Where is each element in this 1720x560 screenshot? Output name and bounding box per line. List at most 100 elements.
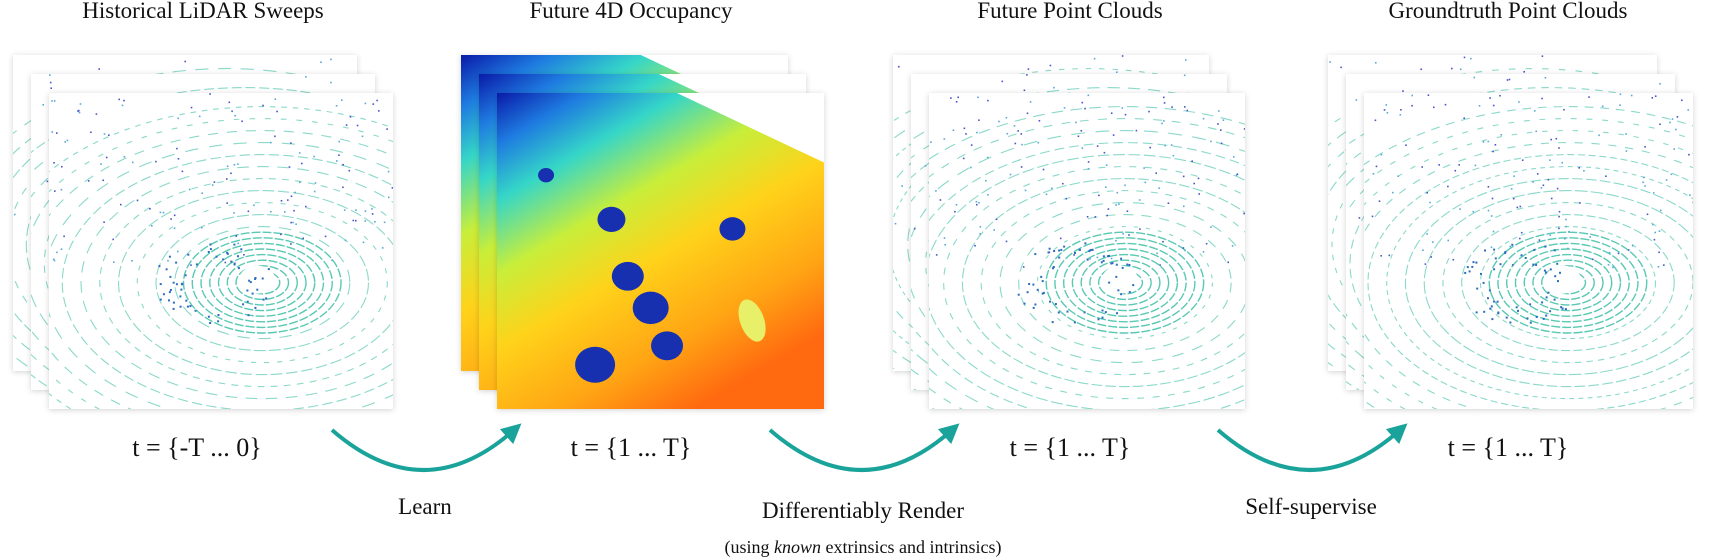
point: [1520, 231, 1523, 234]
point: [383, 221, 386, 224]
point: [1400, 109, 1402, 111]
point: [1386, 112, 1389, 114]
occupied-blob: [738, 299, 766, 342]
point: [173, 214, 176, 217]
point: [1605, 175, 1607, 177]
point: [1049, 64, 1052, 67]
point: [1128, 291, 1131, 294]
point: [978, 119, 980, 121]
point: [1493, 300, 1495, 303]
point: [190, 264, 192, 266]
point: [1197, 177, 1200, 180]
point: [1101, 316, 1104, 319]
point: [270, 210, 272, 213]
point: [241, 120, 243, 123]
point: [1086, 216, 1089, 218]
point: [1005, 116, 1008, 119]
point: [201, 192, 203, 194]
point: [1429, 201, 1431, 204]
point: [217, 314, 220, 316]
point: [172, 301, 175, 304]
point: [1020, 166, 1023, 168]
point: [336, 160, 338, 162]
panel-title: Future 4D Occupancy: [529, 0, 733, 23]
point: [1556, 262, 1559, 265]
point: [1550, 138, 1552, 141]
point: [1106, 214, 1108, 217]
point: [1167, 202, 1170, 204]
point: [1399, 114, 1402, 116]
point: [1484, 249, 1486, 252]
point: [348, 169, 351, 172]
point: [1692, 201, 1693, 204]
point: [1675, 128, 1677, 131]
scan-ring: [209, 248, 316, 317]
point: [1078, 248, 1081, 251]
point: [1089, 258, 1091, 260]
point: [1097, 318, 1100, 321]
point: [1380, 153, 1383, 156]
point: [371, 208, 373, 210]
point: [234, 114, 236, 117]
point: [1541, 97, 1543, 100]
point: [1426, 192, 1428, 194]
point: [1021, 143, 1023, 146]
point: [1687, 109, 1689, 111]
panel-title: Historical LiDAR Sweeps: [82, 0, 324, 23]
point: [231, 110, 233, 113]
point: [1028, 283, 1031, 285]
point: [1235, 174, 1238, 176]
point: [1579, 202, 1581, 204]
point: [1047, 251, 1050, 254]
point: [1688, 153, 1690, 156]
point: [1017, 293, 1020, 296]
point: [1565, 225, 1567, 228]
point: [1532, 263, 1535, 266]
point: [1105, 164, 1108, 166]
point: [1601, 105, 1604, 108]
point: [172, 307, 175, 310]
point: [287, 199, 289, 201]
occupied-blob: [651, 331, 684, 361]
point: [976, 203, 978, 206]
point: [1089, 249, 1092, 252]
point: [1491, 318, 1494, 321]
point: [1162, 240, 1164, 243]
point: [201, 226, 203, 229]
point: [1220, 129, 1222, 131]
point: [935, 190, 937, 192]
point: [1564, 308, 1567, 311]
point: [1116, 71, 1118, 73]
point: [1466, 266, 1469, 269]
point: [1544, 245, 1547, 248]
point: [330, 58, 332, 61]
point: [1492, 230, 1495, 233]
point: [256, 288, 259, 291]
point: [1161, 122, 1163, 125]
point: [1392, 191, 1394, 194]
scan-ring: [929, 118, 1245, 409]
point: [176, 147, 178, 150]
point: [1489, 307, 1492, 310]
scan-ring: [49, 142, 393, 409]
point: [1115, 275, 1118, 278]
point: [276, 110, 278, 113]
point: [301, 162, 303, 165]
point: [371, 213, 374, 215]
point: [1504, 250, 1507, 253]
point: [226, 165, 229, 168]
point: [1108, 254, 1110, 257]
scan-ring: [1523, 253, 1613, 312]
point: [1059, 237, 1062, 240]
point: [1676, 116, 1679, 118]
scan-ring: [13, 68, 357, 371]
point: [1034, 253, 1037, 256]
point: [1473, 76, 1476, 79]
point: [1120, 257, 1123, 260]
point: [1555, 137, 1558, 140]
point: [1121, 107, 1124, 109]
point: [1013, 125, 1016, 127]
point: [1086, 258, 1089, 261]
point: [1022, 266, 1025, 268]
point: [954, 210, 956, 213]
